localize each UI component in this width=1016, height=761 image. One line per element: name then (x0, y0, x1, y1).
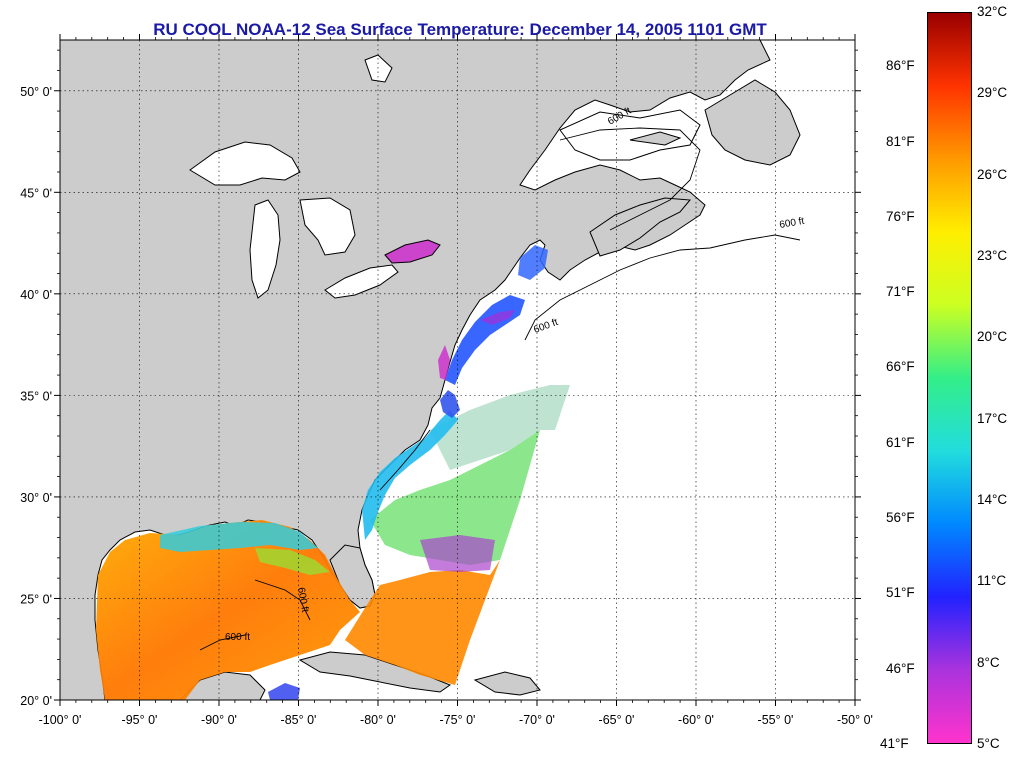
hudson-bay-fragment (364, 54, 393, 83)
lake-erie (324, 264, 399, 299)
sst-gulf-of-maine (518, 245, 548, 280)
sst-gulf-shelf-cool (160, 522, 318, 552)
lake-huron (299, 197, 356, 256)
sst-gulf-shelf-green (255, 548, 330, 575)
lon-tick-label: -70° 0' (519, 713, 555, 727)
lon-tick-label: -50° 0' (837, 713, 873, 727)
colorbar-celsius-label: 29°C (977, 85, 1008, 101)
lat-tick-label: 45° 0' (20, 186, 52, 200)
map-title: RU COOL NOAA-12 Sea Surface Temperature:… (153, 20, 767, 39)
lon-tick-label: -90° 0' (201, 713, 237, 727)
colorbar-fahrenheit-label: 51°F (886, 585, 915, 601)
lon-tick-label: -85° 0' (281, 713, 317, 727)
sst-outer-banks (440, 390, 460, 418)
lon-tick-label: -65° 0' (599, 713, 635, 727)
colorbar-celsius-label: 23°C (977, 248, 1008, 263)
lon-tick-label: -100° 0' (39, 713, 82, 727)
graticule: -100° 0' -95° 0' -90° 0' -85° 0' -80° 0' -75°… (20, 34, 873, 727)
lon-tick-label: -75° 0' (440, 713, 476, 727)
colorbar-fahrenheit-label: 41°F (880, 736, 909, 751)
colorbar-fahrenheit-label: 81°F (886, 133, 915, 149)
colorbar-celsius-label: 5°C (977, 736, 1000, 751)
colorbar-fahrenheit-label: 46°F (886, 660, 915, 676)
colorbar-celsius-label: 32°C (977, 4, 1008, 19)
lat-tick-label: 30° 0' (20, 491, 52, 505)
nova-scotia (589, 197, 692, 257)
colorbar-fahrenheit-label: 56°F (886, 510, 915, 526)
lake-michigan (249, 199, 281, 299)
lat-tick-label: 25° 0' (20, 592, 52, 606)
map-frame (59, 39, 856, 701)
sst-atlantic-swath (345, 560, 500, 685)
sst-map[interactable]: 600 ft 600 ft 600 ft 600 ft 600 ft -100°… (0, 0, 920, 761)
colorbar-celsius-label: 26°C (977, 166, 1008, 182)
colorbar-celsius-label: 8°C (977, 654, 1000, 670)
cuba (298, 651, 452, 693)
lat-tick-label: 35° 0' (20, 389, 52, 403)
lat-tick-label: 40° 0' (20, 288, 52, 302)
contour-label: 600 ft (779, 216, 806, 231)
sst-atlantic-speckle (430, 385, 570, 470)
colorbar (927, 12, 972, 744)
newfoundland (704, 79, 801, 166)
sst-yucatan-blue (268, 683, 300, 700)
colorbar-celsius-label: 11°C (977, 573, 1007, 589)
sst-long-island-purple (480, 310, 515, 325)
colorbar-fahrenheit-label: 71°F (886, 284, 915, 300)
colorbar-celsius-label: 17°C (977, 410, 1008, 426)
sst-atlantic-mixed (370, 430, 540, 565)
contour-600ft (199, 127, 801, 651)
colorbar-celsius-label: 14°C (977, 492, 1008, 507)
lake-superior (189, 141, 301, 186)
colorbar-fahrenheit-label: 66°F (886, 359, 915, 375)
lon-tick-label: -95° 0' (122, 713, 158, 727)
colorbar-fahrenheit-label: 86°F (886, 58, 915, 74)
colorbar-fahrenheit-label: 76°F (886, 208, 915, 224)
lon-tick-label: -80° 0' (360, 713, 396, 727)
sst-southeast-shelf (362, 410, 458, 540)
colorbar-fahrenheit-label: 61°F (886, 434, 915, 450)
contour-label: 600 ft (225, 632, 250, 643)
lake-ontario (384, 239, 441, 264)
contour-label: 600 ft (295, 587, 310, 614)
lon-tick-label: -60° 0' (678, 713, 714, 727)
lat-tick-label: 20° 0' (20, 694, 52, 708)
colorbar-celsius-label: 20°C (977, 329, 1008, 345)
anticosti-island (629, 131, 682, 146)
lon-tick-label: -55° 0' (758, 713, 794, 727)
gulf-st-lawrence (559, 109, 701, 161)
hispaniola (473, 671, 541, 696)
sst-chesapeake (438, 345, 450, 380)
lat-tick-label: 50° 0' (20, 85, 52, 99)
